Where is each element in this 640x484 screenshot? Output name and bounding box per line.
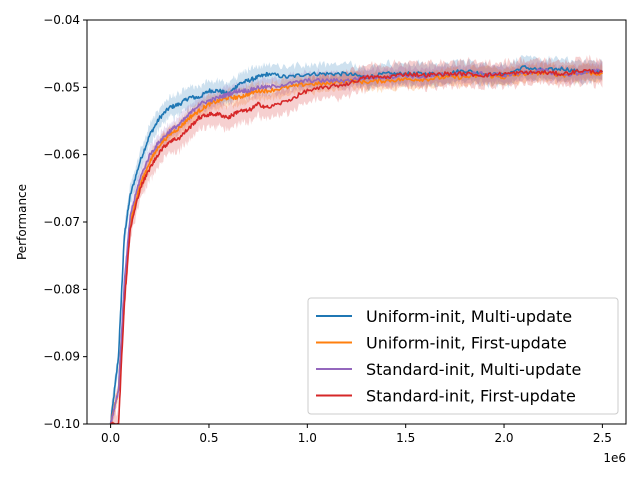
y-tick-label: −0.07 <box>43 215 80 229</box>
series-lines <box>109 65 604 424</box>
legend-label: Standard-init, Multi-update <box>366 360 581 379</box>
legend-label: Standard-init, First-update <box>366 387 576 406</box>
series-line-2 <box>109 70 603 424</box>
series-line-4 <box>109 68 604 424</box>
x-tick-label: 1.5 <box>396 431 415 445</box>
legend-label: Uniform-init, First-update <box>366 334 567 353</box>
y-tick-label: −0.06 <box>43 148 80 162</box>
x-tick-label: 2.0 <box>494 431 513 445</box>
y-tick-label: −0.09 <box>43 350 80 364</box>
x-axis: 0.0 0.5 1.0 1.5 2.0 2.5 <box>101 424 612 445</box>
y-tick-label: −0.05 <box>43 80 80 94</box>
legend-label: Uniform-init, Multi-update <box>366 307 572 326</box>
y-tick-label: −0.10 <box>43 417 80 431</box>
y-axis-label: Performance <box>15 184 29 260</box>
y-tick-label: −0.04 <box>43 13 80 27</box>
x-tick-label: 2.5 <box>593 431 612 445</box>
x-tick-label: 0.0 <box>101 431 120 445</box>
y-axis: −0.10 −0.09 −0.08 −0.07 −0.06 −0.05 −0.04 <box>43 13 87 431</box>
legend: Uniform-init, Multi-update Uniform-init, … <box>307 297 619 415</box>
y-tick-label: −0.08 <box>43 282 80 296</box>
x-tick-label: 1.0 <box>298 431 317 445</box>
x-offset-label: 1e6 <box>603 451 626 465</box>
legend-box <box>307 297 619 415</box>
x-tick-label: 0.5 <box>199 431 218 445</box>
